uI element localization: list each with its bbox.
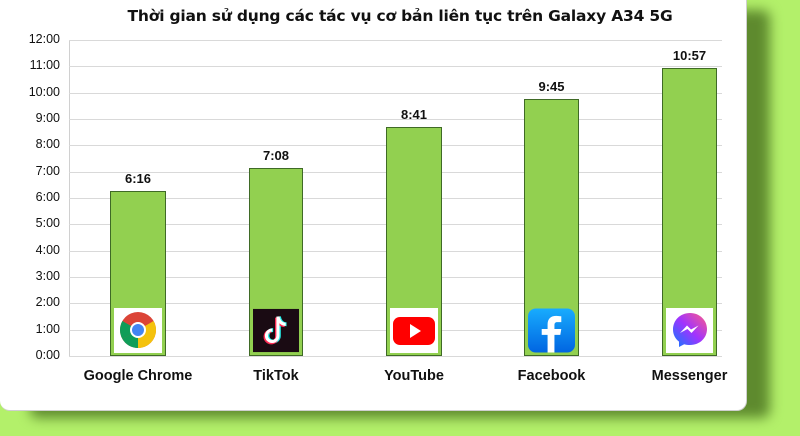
chart-title: Thời gian sử dụng các tác vụ cơ bản liên…: [127, 7, 673, 25]
x-tick-label: TikTok: [253, 368, 299, 384]
chart-card: Thời gian sử dụng các tác vụ cơ bản liên…: [0, 0, 747, 411]
x-tick-label: Messenger: [651, 368, 728, 384]
bar-tiktok: [249, 168, 303, 356]
y-tick-label: 5:00: [35, 216, 60, 231]
y-tick-label: 9:00: [35, 111, 60, 125]
gridline: [69, 92, 722, 94]
bar-value-label: 8:41: [400, 107, 428, 123]
y-tick-label: 10:00: [28, 84, 60, 99]
y-tick-label: 3:00: [35, 269, 60, 283]
y-tick-label: 4:00: [35, 242, 60, 257]
gridline: [69, 119, 722, 120]
tiktok-icon: [253, 308, 299, 353]
messenger-icon: [666, 307, 713, 353]
bar-messenger: [662, 67, 717, 356]
gridline: [69, 356, 722, 357]
bar-value-label: 6:16: [124, 170, 152, 186]
y-tick-label: 1:00: [35, 321, 60, 336]
bar-value-label: 7:08: [262, 148, 290, 164]
gridline: [69, 66, 722, 68]
youtube-icon: [390, 307, 438, 353]
facebook-icon: [528, 308, 575, 353]
y-tick-label: 11:00: [29, 58, 60, 73]
x-tick-label: YouTube: [384, 368, 444, 384]
x-tick-label: Google Chrome: [83, 368, 193, 384]
x-tick-label: Facebook: [517, 368, 586, 384]
y-tick-label: 8:00: [35, 137, 60, 152]
bar-value-label: 10:57: [672, 47, 707, 63]
y-tick-label: 0:00: [35, 348, 60, 362]
chrome-icon: [114, 307, 162, 353]
bar-google-chrome: [110, 190, 166, 356]
bar-youtube: [386, 127, 442, 356]
gridline: [69, 40, 722, 41]
bar-facebook: [524, 99, 579, 356]
y-tick-label: 2:00: [35, 295, 60, 310]
y-tick-label: 6:00: [35, 190, 60, 204]
bar-value-label: 9:45: [538, 79, 565, 95]
y-tick-label: 7:00: [35, 163, 60, 178]
y-tick-label: 12:00: [28, 32, 60, 46]
